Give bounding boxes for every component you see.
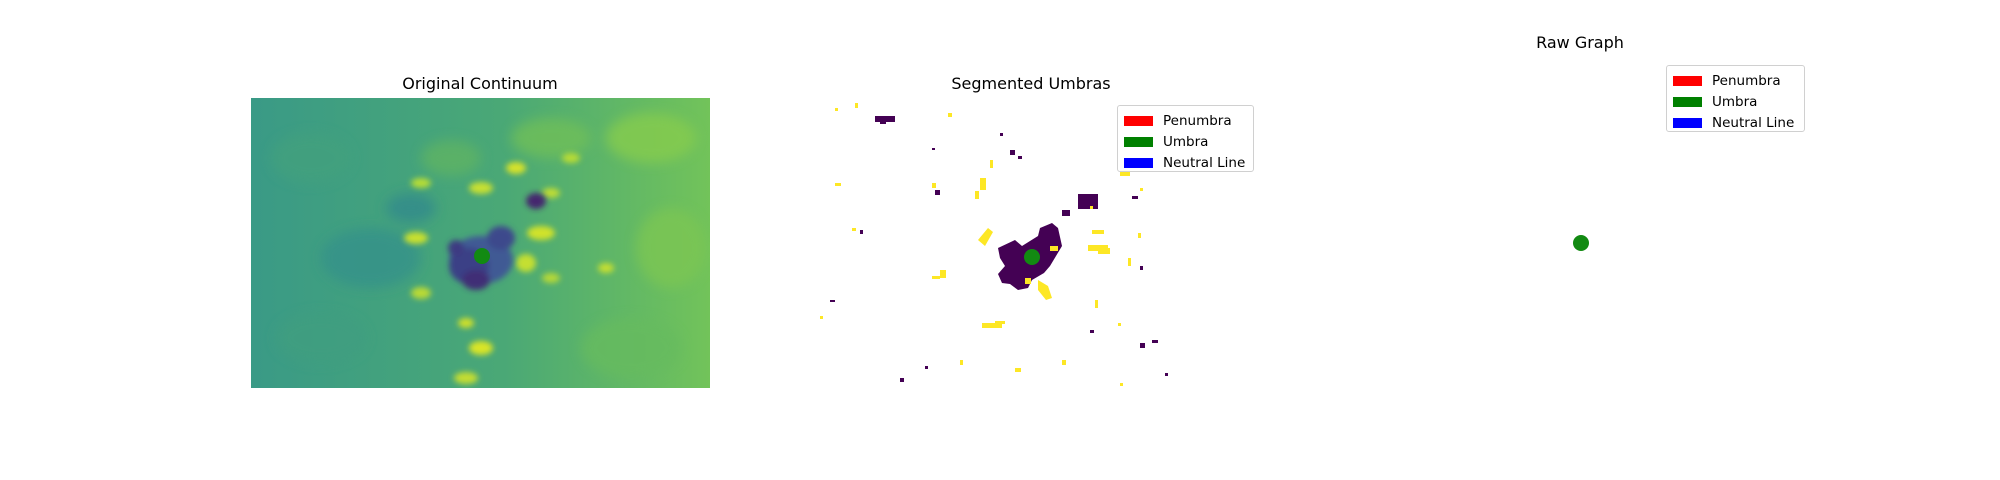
- raw-graph-title: Raw Graph: [1536, 33, 1624, 52]
- neutral-line-swatch: [1673, 117, 1702, 128]
- legend-label: Penumbra: [1712, 72, 1781, 89]
- penumbra-swatch: [1124, 115, 1153, 126]
- segmented-marker: [1024, 249, 1040, 265]
- continuum-map: [251, 98, 710, 388]
- original-continuum-image: [251, 98, 710, 388]
- segmented-umbras-title: Segmented Umbras: [951, 74, 1111, 93]
- legend-label: Neutral Line: [1712, 114, 1795, 131]
- legend-item-umbra: Umbra: [1673, 91, 1798, 112]
- original-continuum-title: Original Continuum: [402, 74, 558, 93]
- neutral-line-swatch: [1124, 157, 1153, 168]
- umbra-swatch: [1124, 136, 1153, 147]
- raw-graph-node: [1573, 235, 1589, 251]
- legend-item-penumbra: Penumbra: [1124, 110, 1247, 131]
- legend-item-neutral-line: Neutral Line: [1673, 112, 1798, 133]
- umbra-marker: [474, 248, 490, 264]
- legend-item-neutral-line: Neutral Line: [1124, 152, 1247, 173]
- legend-label: Umbra: [1163, 133, 1209, 150]
- segmented-legend: Penumbra Umbra Neutral Line: [1117, 105, 1254, 172]
- umbra-swatch: [1673, 96, 1702, 107]
- raw-graph-legend: Penumbra Umbra Neutral Line: [1666, 65, 1805, 132]
- penumbra-swatch: [1673, 75, 1702, 86]
- legend-item-penumbra: Penumbra: [1673, 70, 1798, 91]
- legend-label: Penumbra: [1163, 112, 1232, 129]
- legend-label: Umbra: [1712, 93, 1758, 110]
- legend-item-umbra: Umbra: [1124, 131, 1247, 152]
- legend-label: Neutral Line: [1163, 154, 1246, 171]
